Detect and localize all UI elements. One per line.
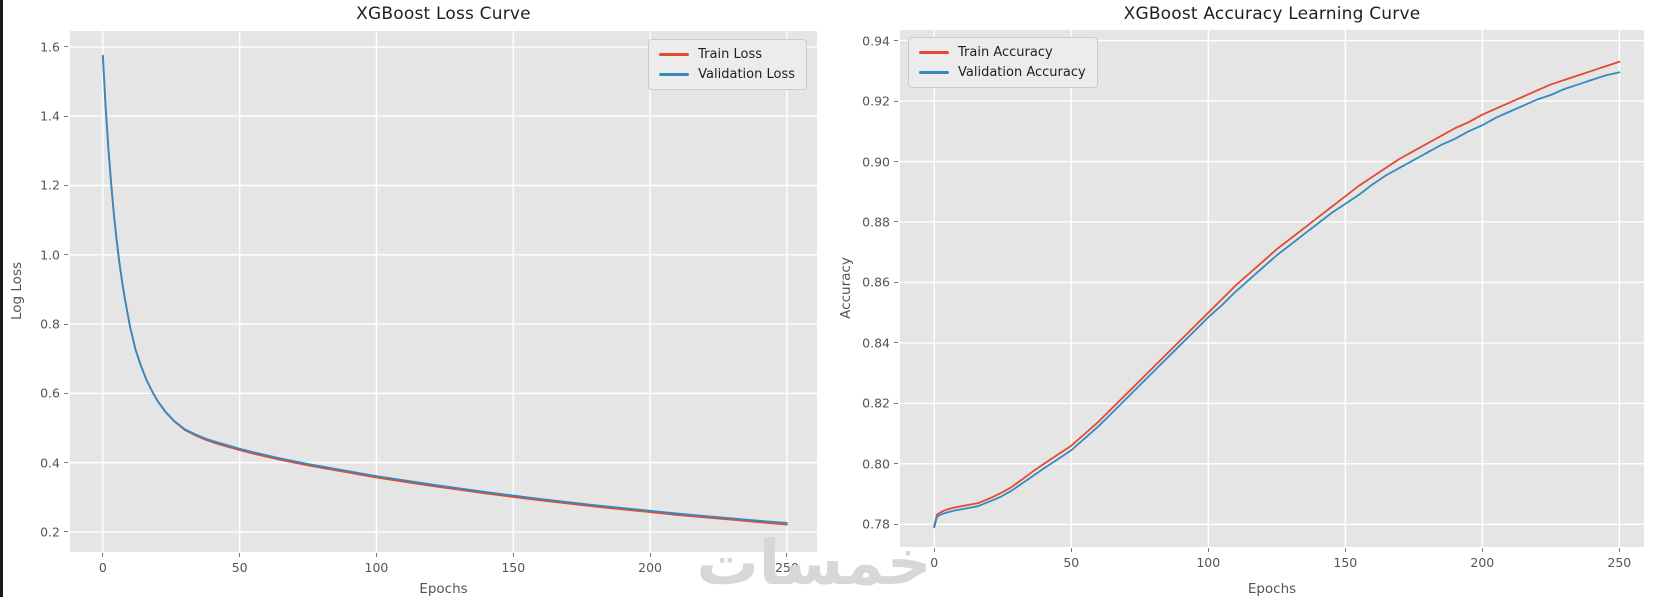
x-tick-mark [1481,548,1483,552]
y-tick-label: 0.80 [862,456,890,472]
legend-entry-train-loss: Train Loss [659,47,795,62]
y-tick-label: 0.6 [40,385,60,401]
legend-entry-validation-accuracy: Validation Accuracy [919,65,1086,80]
y-tick-mark [894,40,898,42]
x-tick-label: 200 [638,560,663,575]
accuracy-curve-canvas [900,30,1644,547]
accuracy-plot-title: XGBoost Accuracy Learning Curve [1123,4,1421,24]
x-tick-mark [1618,548,1620,552]
x-tick-mark [512,553,514,557]
y-tick-mark [64,392,68,394]
y-tick-label: 0.94 [862,33,890,49]
x-tick-mark [102,553,104,557]
y-tick-label: 0.90 [862,154,890,170]
x-tick-label: 250 [1607,555,1632,570]
x-tick-mark [1207,548,1209,552]
y-tick-mark [64,254,68,256]
khamsat-watermark: خمسات [696,526,932,599]
y-tick-mark [894,281,898,283]
train-accuracy-line [933,60,1621,527]
x-tick-mark [1070,548,1072,552]
x-tick-mark [786,553,788,557]
y-tick-mark [894,161,898,163]
validation-accuracy-line-swatch [919,71,949,74]
loss-plot-area: Train Loss Validation Loss 0 50 100 150 200 2… [40,31,817,575]
loss-plot-title: XGBoost Loss Curve [356,4,531,24]
x-tick-label: 0 [98,560,107,575]
y-tick-mark [64,323,68,325]
validation-accuracy-line [933,71,1621,529]
screen-left-edge [0,0,3,597]
legend-entry-validation-loss: Validation Loss [659,67,795,82]
y-tick-label: 1.0 [40,247,60,263]
y-tick-mark [64,462,68,464]
y-tick-label: 1.6 [40,39,60,55]
loss-x-axis-label: Epochs [419,581,468,597]
x-tick-label: 150 [1333,555,1358,570]
x-tick-label: 50 [1063,555,1080,570]
validation-accuracy-legend-label: Validation Accuracy [958,65,1086,80]
y-tick-label: 0.2 [40,524,60,540]
train-accuracy-line-swatch [919,51,949,54]
y-tick-label: 0.4 [40,455,60,471]
x-tick-mark [239,553,241,557]
x-tick-label: 100 [1196,555,1221,570]
loss-legend: Train Loss Validation Loss [648,39,807,90]
y-tick-label: 0.92 [862,93,890,109]
x-tick-mark [1344,548,1346,552]
y-tick-label: 0.78 [862,516,890,532]
legend-entry-train-accuracy: Train Accuracy [919,45,1086,60]
x-tick-mark [649,553,651,557]
y-tick-mark [64,184,68,186]
train-loss-line [101,54,788,526]
accuracy-legend: Train Accuracy Validation Accuracy [908,37,1098,88]
y-tick-mark [64,115,68,117]
x-tick-label: 100 [364,560,389,575]
train-loss-legend-label: Train Loss [698,47,762,62]
accuracy-x-axis-label: Epochs [1247,581,1297,597]
y-tick-label: 1.4 [40,108,60,124]
y-tick-mark [64,531,68,533]
y-tick-mark [894,100,898,102]
y-tick-mark [894,342,898,344]
loss-y-axis-label: Log Loss [9,261,25,321]
accuracy-plot-area: Train Accuracy Validation Accuracy 0 50 10… [862,30,1644,570]
x-tick-label: 50 [231,560,248,575]
accuracy-y-axis-label: Accuracy [838,257,854,319]
validation-loss-line-swatch [659,73,690,76]
y-tick-mark [64,46,68,48]
y-tick-label: 0.8 [40,316,60,332]
train-accuracy-legend-label: Train Accuracy [958,45,1053,60]
loss-curve-canvas [70,31,817,552]
y-tick-mark [894,463,898,465]
y-tick-label: 0.86 [862,274,890,290]
x-tick-mark [375,553,377,557]
validation-loss-line [101,54,788,524]
y-tick-label: 0.88 [862,214,890,230]
validation-loss-legend-label: Validation Loss [698,67,795,82]
y-tick-label: 0.84 [862,335,890,351]
x-tick-mark [933,548,935,552]
y-tick-mark [894,523,898,525]
y-tick-label: 1.2 [40,177,60,193]
y-tick-mark [894,221,898,223]
y-tick-label: 0.82 [862,395,890,411]
x-tick-label: 0 [930,555,939,570]
x-tick-label: 200 [1470,555,1495,570]
y-tick-mark [894,402,898,404]
x-tick-label: 150 [501,560,526,575]
train-loss-line-swatch [659,53,690,56]
x-tick-label: 250 [774,560,799,575]
